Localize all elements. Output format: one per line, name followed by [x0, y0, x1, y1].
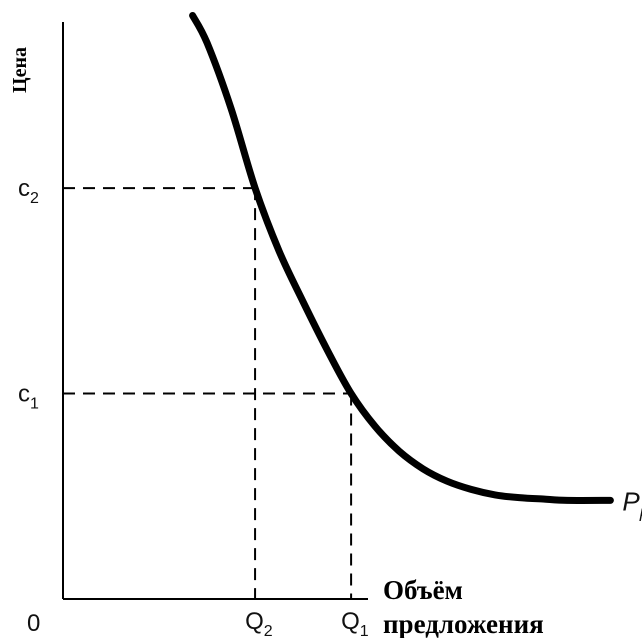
- supply-curve: [189, 12, 614, 504]
- y-axis-title: Цена: [9, 47, 31, 93]
- y-tick-c1: c1: [18, 381, 39, 413]
- series-label-base: P: [622, 486, 640, 516]
- x-axis-title-line-1: Объём: [383, 575, 463, 605]
- y-tick-c2: c2: [18, 175, 39, 207]
- series-label: Pp: [622, 486, 642, 521]
- x-tick-Q2: Q2: [245, 608, 273, 638]
- x-axis-title-line-2: предложения: [383, 609, 544, 638]
- x-tick-Q2-sub: 2: [264, 623, 273, 638]
- y-tick-c2-sub: 2: [30, 190, 39, 207]
- origin-label: 0: [27, 610, 40, 637]
- y-tick-c1-base: c: [18, 381, 30, 408]
- x-tick-Q2-base: Q: [245, 608, 264, 635]
- y-tick-c2-base: c: [18, 175, 30, 202]
- x-tick-Q1: Q1: [341, 608, 369, 638]
- guide-lines: [63, 187, 353, 599]
- x-axis-title: Объём предложения: [383, 575, 544, 638]
- x-tick-Q1-base: Q: [341, 608, 360, 635]
- y-tick-c1-sub: 1: [30, 396, 39, 413]
- series-label-sub: p: [639, 502, 642, 521]
- x-tick-Q1-sub: 1: [360, 623, 369, 638]
- series-label-group: Pp: [622, 486, 642, 521]
